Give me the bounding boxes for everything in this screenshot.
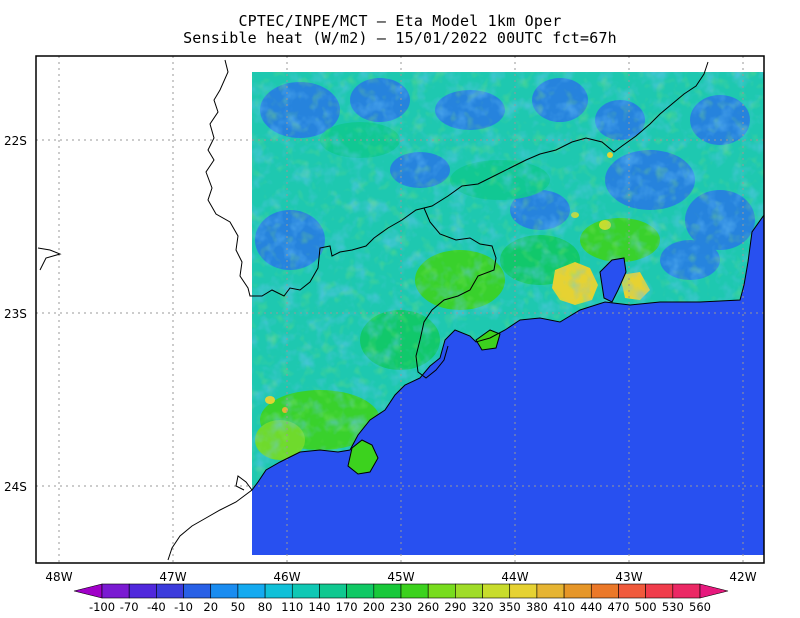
island-outline-2 [475,329,501,351]
colorbar-swatch [101,583,130,599]
colorbar-swatch [645,583,674,599]
lon-label-42w: 42W [729,570,756,584]
colorbar-swatch [183,583,212,599]
guanabara-bay [600,258,626,302]
colorbar-label: 80 [258,600,273,614]
colorbar-label: 110 [281,600,303,614]
lon-label-47w: 47W [159,570,186,584]
colorbar-label: 200 [363,600,385,614]
boundaries [37,59,764,561]
colorbar-label: -40 [147,600,166,614]
colorbar-arrow-max [699,583,729,599]
sensible-heat-field [252,72,764,555]
colorbar-label: 410 [553,600,575,614]
colorbar-label: 50 [231,600,246,614]
lon-label-48w: 48W [45,570,72,584]
lon-label-44w: 44W [501,570,528,584]
colorbar-swatch [590,583,619,599]
colorbar-label: 320 [472,600,494,614]
island-ilha-grande [476,330,500,350]
colorbar-swatch [319,583,347,599]
map-frame [35,55,765,564]
colorbar-labels: -100 -70 -40 -10 20 50 80 110 140 170 200 230 260 290… [89,600,711,614]
lat-label-23s: 23S [4,307,27,321]
colorbar-swatch [509,583,538,599]
colorbar-label: 170 [336,600,358,614]
chart-title: CPTEC/INPE/MCT – Eta Model 1km Oper [238,12,562,30]
colorbar [73,583,729,599]
colorbar-swatch [482,583,511,599]
colorbar-swatch [563,583,592,599]
coastline [167,214,764,561]
colorbar-label: -100 [89,600,115,614]
state-border-west [205,59,709,297]
graticule [36,56,764,563]
colorbar-label: 140 [308,600,330,614]
lon-label-45w: 45W [387,570,414,584]
lat-label-22s: 22S [4,134,27,148]
colorbar-label: 20 [203,600,218,614]
colorbar-swatch [210,583,239,599]
colorbar-label: 260 [417,600,439,614]
lat-label-24s: 24S [4,480,27,494]
colorbar-swatch [156,583,184,599]
colorbar-label: 440 [580,600,602,614]
island-sao-sebastiao [348,440,378,474]
colorbar-label: 500 [635,600,657,614]
latitude-labels: 22S 23S 24S [4,134,27,494]
colorbar-label: 350 [499,600,521,614]
longitude-labels: 48W 47W 46W 45W 44W 43W 42W [45,570,756,584]
island-outline-1 [347,439,379,475]
colorbar-swatch [455,583,483,599]
colorbar-label: 380 [526,600,548,614]
colorbar-swatch [346,583,375,599]
chart-subtitle: Sensible heat (W/m2) – 15/01/2022 00UTC … [183,29,617,47]
colorbar-arrow-min [73,583,103,599]
colorbar-swatch [536,583,565,599]
colorbar-swatch [128,583,157,599]
colorbar-label: -70 [120,600,139,614]
colorbar-swatch [237,583,266,599]
lake-outline [37,247,62,271]
colorbar-label: -10 [174,600,193,614]
colorbar-swatch [373,583,402,599]
colorbar-swatch [291,583,320,599]
ocean-overlay [252,215,764,555]
bay-outline [599,257,627,303]
colorbar-label: 560 [689,600,711,614]
coastline-outer-west [235,475,253,491]
lon-label-46w: 46W [273,570,300,584]
lon-label-43w: 43W [615,570,642,584]
colorbar-label: 470 [607,600,629,614]
colorbar-swatch [264,583,293,599]
colorbar-label: 290 [444,600,466,614]
colorbar-swatch [427,583,456,599]
colorbar-swatch [400,583,429,599]
colorbar-swatch [672,583,701,599]
colorbar-swatch [618,583,646,599]
colorbar-label: 230 [390,600,412,614]
colorbar-label: 530 [662,600,684,614]
